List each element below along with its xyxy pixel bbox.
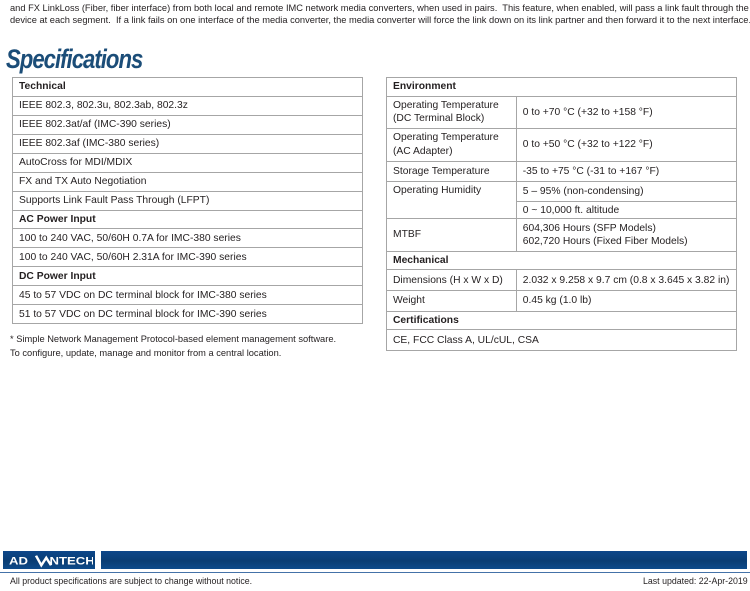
svg-text:NTECH: NTECH: [50, 554, 93, 567]
svg-text:AD: AD: [9, 554, 28, 567]
